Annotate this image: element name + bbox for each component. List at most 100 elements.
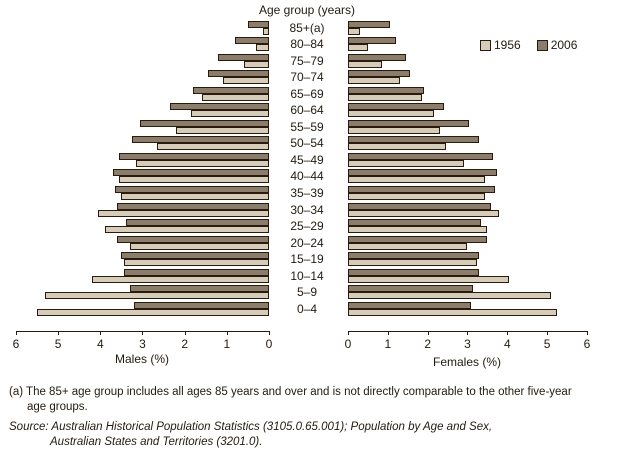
bar-males-2006-70-74 [207,70,269,78]
legend-label-2006: 2006 [550,38,578,52]
females-axis-tick-2 [427,331,429,335]
age-label-50-54: 50–54 [290,136,324,151]
bar-males-1956-50-54 [157,143,269,151]
females-axis-tick-0 [348,331,349,335]
bar-males-2006-55-59 [140,119,269,127]
age-label-15-19: 15–19 [290,252,324,267]
bar-females-2006-35-39 [348,186,496,193]
male-axis-label: Males (%) [114,352,169,366]
males-axis-tick-label-3: 3 [139,337,146,351]
females-axis-tick-label-0: 0 [344,337,352,351]
bar-males-2006-50-54 [131,136,269,144]
bar-males-2006-0-4 [134,301,269,309]
males-axis-tick-label-0: 0 [265,337,273,351]
source-line2: Australian States and Territories (3201.… [50,436,263,448]
females-axis-tick-5 [547,331,549,335]
bar-females-1956-55-59 [348,126,440,134]
males-axis-tick-1 [226,331,228,335]
bar-males-2006-5-9 [129,285,269,293]
males-axis-tick-5 [58,331,60,335]
females-axis-tick-label-1: 1 [384,337,392,351]
bar-females-1956-70-74 [348,77,400,85]
bar-males-2006-15-19 [121,252,269,260]
footnote-line2: age groups. [27,401,88,413]
bar-males-2006-85+-a [247,20,269,28]
bar-males-2006-20-24 [117,235,269,243]
bar-males-1956-35-39 [121,193,269,200]
bar-males-2006-65-69 [193,86,269,94]
females-axis-tick-label-2: 2 [424,337,431,351]
bar-females-2006-15-19 [348,252,480,260]
bar-females-2006-45-49 [348,152,494,160]
females-axis-tick-label-6: 6 [583,337,591,351]
bar-males-2006-60-64 [169,103,269,111]
bar-females-1956-50-54 [348,143,446,151]
bar-females-2006-40-44 [348,169,498,177]
bar-females-2006-20-24 [348,235,488,243]
age-label-70-74: 70–74 [290,70,324,85]
footnote-line1: (a) The 85+ age group includes all ages … [9,386,572,398]
age-label-60-64: 60–64 [290,103,324,118]
bar-females-1956-80-84 [348,44,368,52]
age-label-85+-a: 85+(a) [289,20,325,35]
bar-females-1956-60-64 [348,110,434,118]
bar-females-2006-30-34 [348,202,492,210]
bar-females-1956-45-49 [348,159,464,167]
bar-males-1956-0-4 [37,308,269,316]
bar-females-1956-15-19 [348,259,478,267]
source-note: Source: Australian Historical Population… [9,420,492,450]
bar-females-1956-75-79 [348,60,382,68]
bar-males-1956-40-44 [119,176,269,184]
bar-females-1956-0-4 [348,308,558,316]
bar-males-1956-15-19 [123,259,269,267]
age-label-30-34: 30–34 [290,202,324,217]
females-axis-tick-1 [387,331,389,335]
females-axis-tick-label-5: 5 [543,337,551,351]
bar-males-2006-45-49 [119,152,269,160]
age-label-0-4: 0–4 [296,301,318,316]
bar-males-1956-80-84 [256,44,269,52]
female-axis-label: Females (%) [432,355,501,369]
bar-males-1956-70-74 [222,77,269,85]
bar-males-2006-25-29 [125,219,269,227]
bar-males-1956-65-69 [201,93,269,101]
age-label-75-79: 75–79 [290,53,324,68]
bar-males-1956-60-64 [190,110,269,118]
age-label-10-14: 10–14 [290,268,324,283]
females-axis-tick-label-4: 4 [503,337,511,351]
age-label-20-24: 20–24 [290,235,324,250]
bar-males-1956-85+-a [262,27,269,35]
bar-females-2006-0-4 [348,301,472,309]
bar-females-1956-20-24 [348,242,468,250]
age-label-5-9: 5–9 [296,285,318,300]
bar-males-2006-80-84 [235,37,269,45]
bar-females-2006-85+-a [348,20,390,28]
males-axis-tick-3 [142,331,144,335]
females-axis-tick-3 [467,331,469,335]
bar-females-1956-30-34 [348,209,500,217]
females-axis-tick-label-3: 3 [464,337,471,351]
age-label-35-39: 35–39 [290,186,324,200]
bar-females-2006-55-59 [348,119,470,127]
age-label-45-49: 45–49 [290,152,324,167]
footnote: (a) The 85+ age group includes all ages … [9,385,572,415]
bar-females-1956-85+-a [348,27,360,35]
bar-males-1956-20-24 [129,242,269,250]
bar-males-2006-35-39 [115,186,269,193]
bar-females-2006-70-74 [348,70,410,78]
bar-females-1956-65-69 [348,93,422,101]
bar-males-1956-30-34 [98,209,269,217]
bar-females-2006-80-84 [348,37,396,45]
bar-males-1956-75-79 [243,60,269,68]
bar-males-1956-55-59 [176,126,269,134]
males-axis-line [15,331,269,332]
bar-females-2006-50-54 [348,136,480,144]
bar-females-2006-65-69 [348,86,424,94]
males-axis-tick-2 [184,331,186,335]
bar-males-1956-45-49 [136,159,269,167]
bar-males-1956-25-29 [104,226,269,234]
pyramid-chart: 85+(a) 80–84 75–79 70–74 65–69 60–64 55–59 50–5… [13,20,591,351]
bar-males-1956-10-14 [91,275,269,283]
males-axis-tick-0 [269,331,270,335]
bar-females-2006-5-9 [348,285,474,293]
